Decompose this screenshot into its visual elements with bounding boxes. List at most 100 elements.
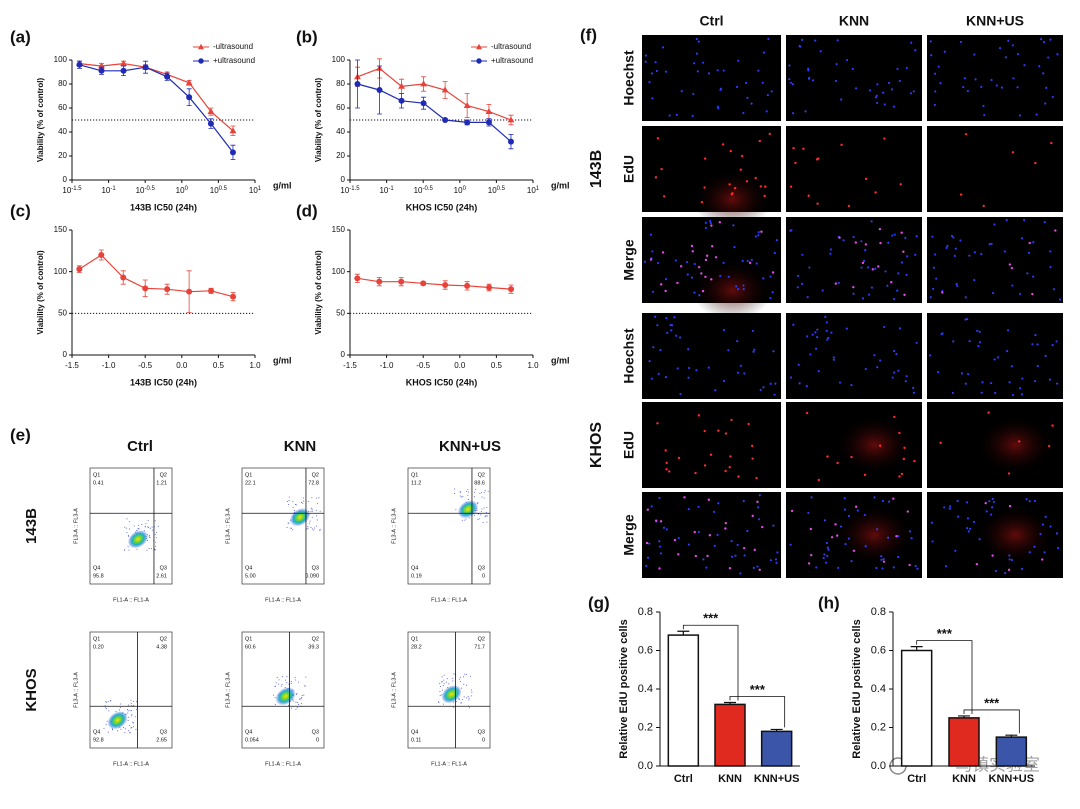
event-dot: [458, 678, 460, 680]
nucleus: [897, 369, 900, 372]
nucleus: [964, 296, 967, 299]
event-dot: [129, 520, 131, 522]
channel-header: Merge: [621, 239, 637, 280]
nucleus: [829, 252, 832, 255]
event-dot: [107, 731, 109, 733]
nucleus: [796, 274, 800, 277]
nucleus: [1003, 250, 1006, 253]
event-dot: [281, 683, 283, 685]
micrograph: [642, 35, 781, 121]
event-dot: [155, 545, 157, 547]
nucleus: [716, 533, 719, 537]
edu-cell: [878, 444, 882, 447]
edu-cell: [987, 411, 990, 414]
event-dot: [130, 727, 132, 729]
bar: [948, 717, 980, 767]
quadrant-value: 0.19: [411, 573, 422, 579]
event-dot: [294, 679, 296, 681]
nucleus: [1008, 558, 1011, 561]
nucleus: [1027, 251, 1031, 255]
event-dot: [483, 492, 485, 494]
nucleus: [837, 281, 840, 285]
edu-cell: [1008, 504, 1012, 508]
y-tick-label: 0.8: [871, 606, 886, 618]
edu-cell: [834, 282, 837, 285]
event-dot: [459, 492, 461, 494]
nucleus: [994, 391, 997, 395]
edu-cell: [691, 250, 694, 253]
nucleus: [750, 258, 753, 261]
nucleus: [912, 391, 915, 394]
event-dot: [480, 510, 482, 512]
nucleus: [838, 381, 842, 384]
edu-cell: [863, 473, 867, 477]
edu-cell: [854, 505, 858, 508]
nucleus: [982, 104, 985, 108]
nucleus: [912, 386, 915, 389]
event-dot: [292, 506, 294, 508]
edu-cell: [1011, 151, 1015, 154]
edu-cell: [753, 548, 756, 552]
nucleus: [665, 317, 668, 320]
event-dot: [482, 521, 484, 523]
glow: [975, 505, 1056, 565]
error-bar: [770, 728, 783, 732]
edu-cell: [721, 143, 725, 146]
nucleus: [722, 261, 725, 264]
unit-label: g/ml: [551, 355, 570, 365]
nucleus: [656, 324, 659, 327]
series-line: [78, 254, 234, 298]
event-dot: [467, 491, 469, 493]
y-tick-label: 0.2: [871, 721, 886, 733]
marker: [142, 285, 149, 292]
edu-cell: [902, 457, 906, 461]
edu-cell: [817, 157, 820, 160]
nucleus: [862, 259, 866, 262]
nucleus: [814, 347, 818, 350]
x-tick-label: 10-0.5: [414, 186, 434, 196]
flow-y-label: FL3-A :: FL3-A: [225, 508, 231, 544]
event-dot: [138, 528, 140, 530]
event-dot: [468, 517, 470, 519]
event-dot: [129, 724, 131, 726]
marker: [164, 73, 171, 80]
nucleus: [1023, 219, 1026, 222]
nucleus: [836, 39, 839, 42]
quadrant-name: Q4: [93, 729, 100, 735]
nucleus: [892, 297, 896, 301]
quadrant-name: Q2: [478, 636, 485, 642]
event-dot: [465, 674, 467, 676]
event-dot: [313, 529, 315, 531]
nucleus: [1049, 266, 1052, 269]
edu-cell: [661, 251, 665, 254]
nucleus: [966, 517, 970, 520]
edu-cell: [740, 154, 744, 158]
event-dot: [108, 710, 110, 712]
nucleus: [963, 77, 966, 80]
nucleus: [697, 530, 701, 534]
nucleus: [817, 369, 820, 373]
nucleus: [974, 78, 977, 81]
edu-cell: [758, 139, 761, 143]
nucleus: [744, 81, 748, 84]
quadrant-name: Q1: [93, 472, 100, 478]
event-dot: [137, 527, 139, 529]
nucleus: [1034, 334, 1037, 337]
nucleus: [697, 40, 700, 43]
event-dot: [133, 700, 135, 702]
event-dot: [310, 510, 312, 512]
event-dot: [300, 702, 302, 704]
nucleus: [674, 259, 677, 262]
nucleus: [727, 275, 730, 278]
nucleus: [882, 557, 885, 561]
nucleus: [844, 542, 847, 546]
nucleus: [695, 369, 698, 372]
event-dot: [311, 510, 313, 512]
edu-cell: [807, 194, 810, 197]
event-dot: [483, 497, 485, 499]
nucleus: [931, 235, 934, 238]
quadrant-name: Q4: [93, 565, 100, 571]
nucleus: [810, 496, 813, 499]
flow-plot-frame: [89, 631, 173, 749]
event-density: [107, 711, 128, 730]
